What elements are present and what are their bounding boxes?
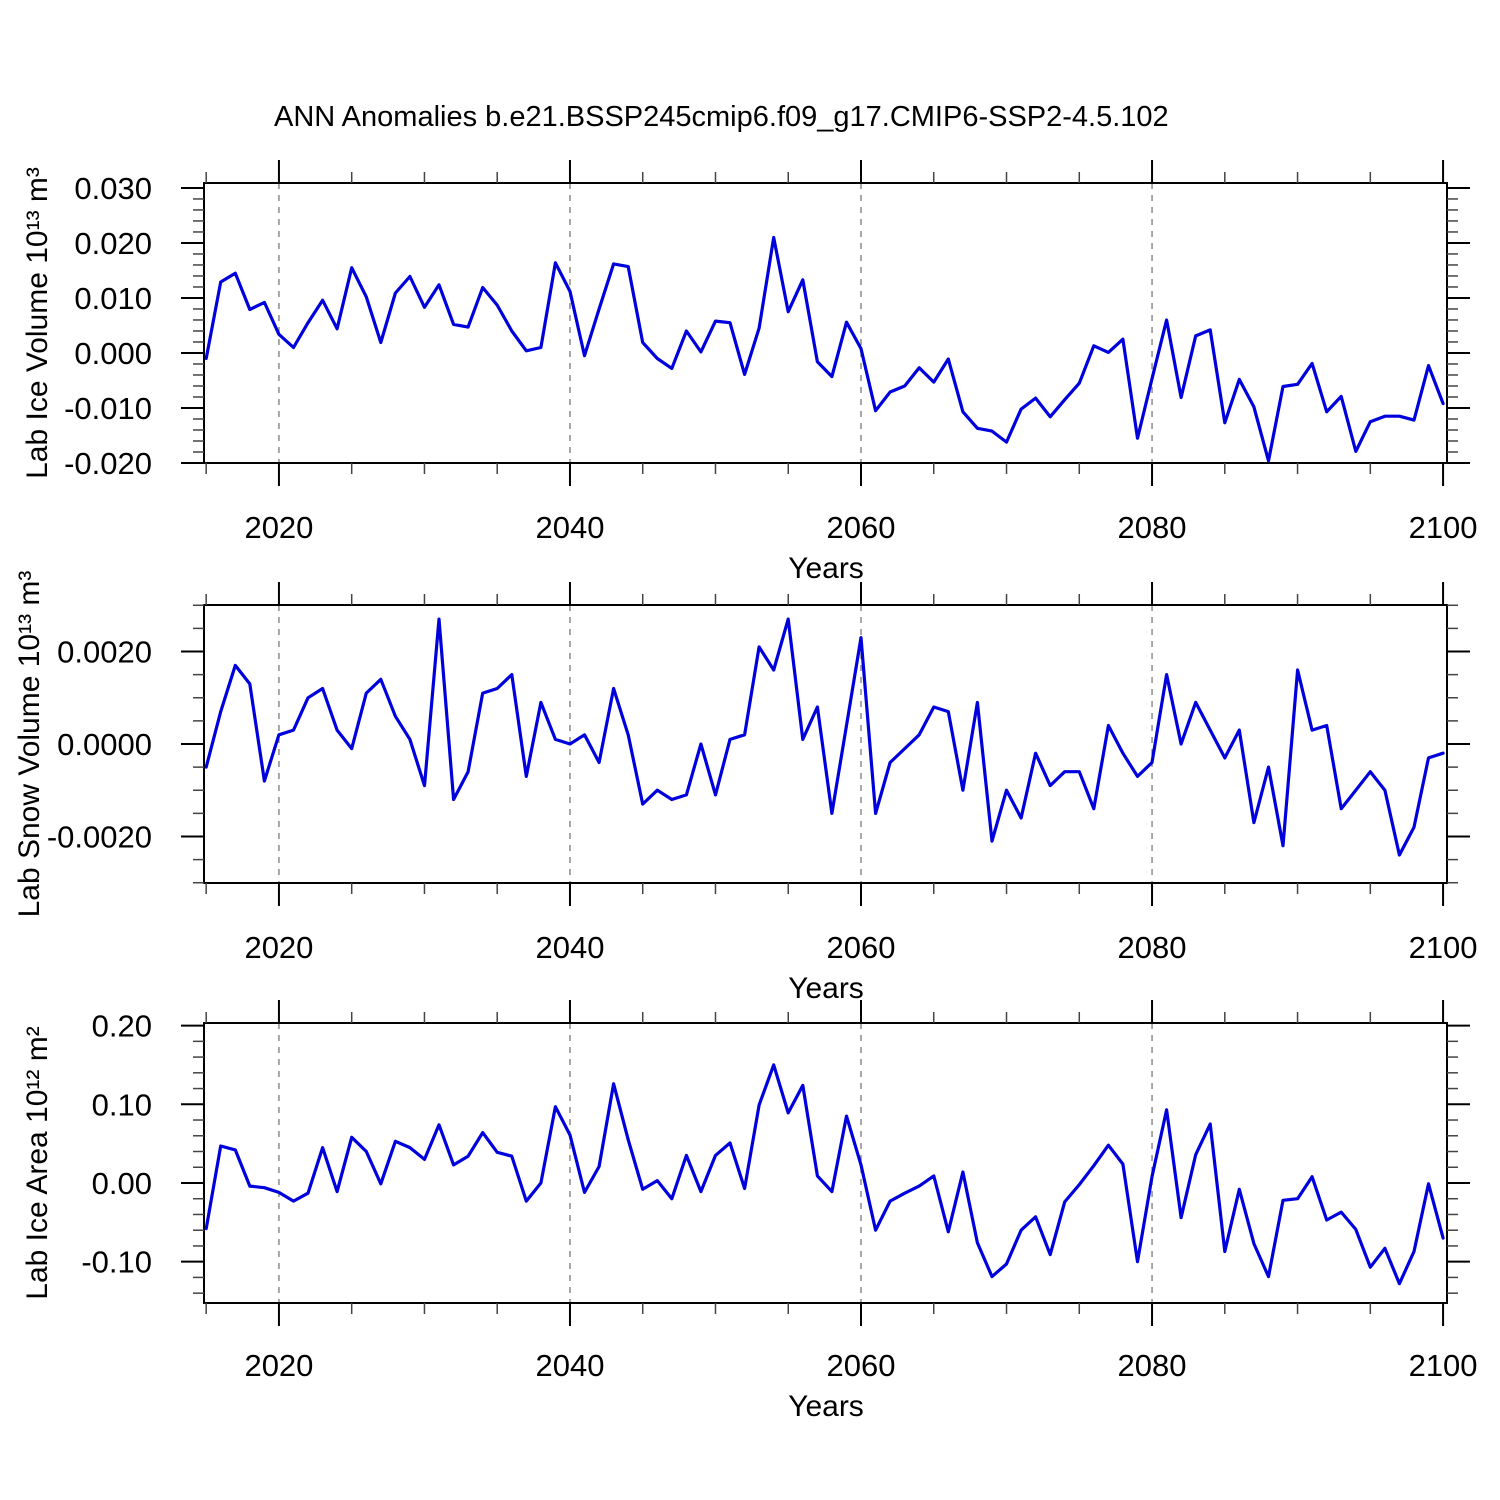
x-axis-label-panel2: Years	[788, 972, 864, 1005]
x-tick-label-2040: 2040	[535, 1348, 604, 1383]
y-tick-label: 0.20	[92, 1009, 152, 1044]
y-axis-label-ice-area: Lab Ice Area 10¹² m²	[21, 1026, 54, 1300]
x-tick-label-2020: 2020	[244, 510, 313, 545]
x-tick-label-2040: 2040	[535, 510, 604, 545]
x-tick-label-2080: 2080	[1118, 1348, 1187, 1383]
series-line-lab-snow-volume	[204, 617, 1445, 857]
y-tick-label: 0.10	[92, 1087, 152, 1122]
panel-frame-lab-snow-volume	[203, 604, 1448, 884]
x-tick-label-2060: 2060	[827, 1348, 896, 1383]
y-tick-label: -0.0020	[47, 819, 152, 854]
x-tick-label-2020: 2020	[244, 1348, 313, 1383]
x-tick-label-2020: 2020	[244, 930, 313, 965]
y-axis-label-ice-volume: Lab Ice Volume 10¹³ m³	[21, 167, 54, 479]
panel-frame-lab-ice-volume	[203, 182, 1448, 464]
y-tick-label: -0.10	[81, 1245, 152, 1280]
y-axis-label-snow-volume: Lab Snow Volume 10¹³ m³	[13, 570, 46, 918]
chart-title: ANN Anomalies b.e21.BSSP245cmip6.f09_g17…	[274, 101, 1169, 133]
y-tick-label: 0.030	[74, 171, 152, 206]
panel-frame-lab-ice-area	[203, 1022, 1448, 1304]
x-tick-label-2080: 2080	[1118, 510, 1187, 545]
x-tick-label-2100: 2100	[1409, 510, 1478, 545]
x-tick-label-2100: 2100	[1409, 930, 1478, 965]
y-tick-label: 0.00	[92, 1166, 152, 1201]
x-tick-label-2060: 2060	[827, 930, 896, 965]
x-axis-label-panel3: Years	[788, 1390, 864, 1423]
series-line-lab-ice-volume	[204, 235, 1445, 463]
y-tick-label: 0.010	[74, 281, 152, 316]
x-tick-label-2100: 2100	[1409, 1348, 1478, 1383]
x-tick-label-2040: 2040	[535, 930, 604, 965]
x-tick-label-2080: 2080	[1118, 930, 1187, 965]
y-tick-label: 0.020	[74, 226, 152, 261]
x-axis-label-panel1: Years	[788, 552, 864, 585]
y-tick-label: 0.000	[74, 336, 152, 371]
y-tick-label: 0.0020	[57, 635, 152, 670]
x-tick-label-2060: 2060	[827, 510, 896, 545]
series-line-lab-ice-area	[204, 1063, 1445, 1286]
y-tick-label: -0.010	[64, 391, 152, 426]
y-tick-label: 0.0000	[57, 727, 152, 762]
y-tick-label: -0.020	[64, 446, 152, 481]
